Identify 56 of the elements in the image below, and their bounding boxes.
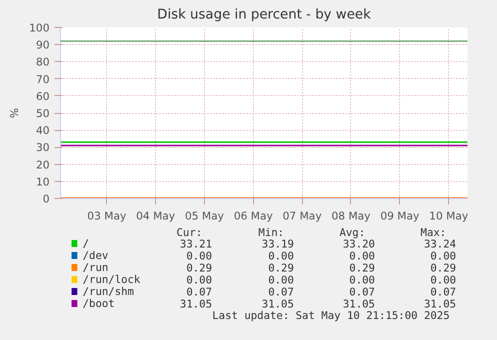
y-tick-label: 50 — [36, 107, 50, 120]
x-tick-label: 04 May — [136, 210, 176, 222]
text: 0.29 — [268, 262, 294, 274]
text: 0.07 — [186, 286, 212, 298]
text: 33.24 — [424, 238, 456, 250]
text: 0.00 — [268, 274, 294, 286]
y-tick-label: 30 — [36, 141, 50, 154]
y-tick-label: 90 — [36, 38, 50, 52]
text: 33.20 — [342, 238, 375, 250]
chart-title: Disk usage in percent - by week — [157, 8, 372, 22]
text: 0.00 — [430, 250, 456, 262]
x-tick-label: 10 May — [429, 210, 468, 222]
text: 0.07 — [268, 286, 294, 298]
text: 0.00 — [349, 250, 375, 262]
text: 0.00 — [268, 250, 294, 262]
x-tick-label: 09 May — [380, 210, 420, 222]
x-tick-label: 03 May — [87, 210, 126, 222]
text: 33.19 — [262, 238, 294, 250]
y-axis-title: % — [8, 108, 22, 118]
y-tick-label: 10 — [36, 175, 50, 188]
y-tick-label: 100 — [29, 22, 50, 34]
x-tick-label: 07 May — [282, 210, 322, 222]
text: 31.05 — [262, 298, 294, 310]
y-tick-label: 20 — [36, 158, 50, 172]
text: 0.29 — [430, 262, 456, 274]
text: 0.07 — [349, 286, 375, 298]
y-tick-label: 60 — [36, 90, 50, 103]
x-tick-label: 08 May — [332, 210, 370, 222]
text: 33.21 — [180, 238, 212, 250]
text: 0.00 — [186, 250, 212, 262]
text: 31.05 — [342, 298, 375, 310]
legend-label: /boot — [82, 297, 115, 310]
legend-label: / — [82, 237, 90, 250]
text: 0.00 — [430, 274, 456, 286]
y-tick-label: 0 — [42, 192, 50, 206]
y-tick-label: 40 — [36, 124, 50, 138]
text: Cur: — [176, 226, 202, 239]
legend-label: /run/shm — [82, 285, 134, 298]
text: Last update: Sat May 10 21:15:00 2025 — [212, 309, 450, 322]
y-tick-label: 80 — [36, 56, 50, 69]
text: 0.00 — [349, 274, 375, 286]
text: 0.07 — [430, 286, 456, 298]
y-tick-label: 70 — [36, 72, 50, 86]
text: 0.29 — [349, 262, 375, 274]
text: 31.05 — [424, 298, 456, 310]
text: Avg: — [339, 226, 366, 239]
text: 0.29 — [186, 262, 212, 274]
text: 0.00 — [186, 274, 212, 286]
legend-label: /run — [82, 261, 108, 274]
x-tick-label: 05 May — [184, 210, 224, 222]
legend-label: /run/lock — [82, 273, 141, 286]
legend-label: /dev — [82, 249, 108, 262]
text: Max: — [420, 226, 446, 239]
text: Min: — [258, 226, 284, 239]
text: 31.05 — [180, 298, 212, 310]
x-tick-label: 06 May — [234, 210, 273, 222]
